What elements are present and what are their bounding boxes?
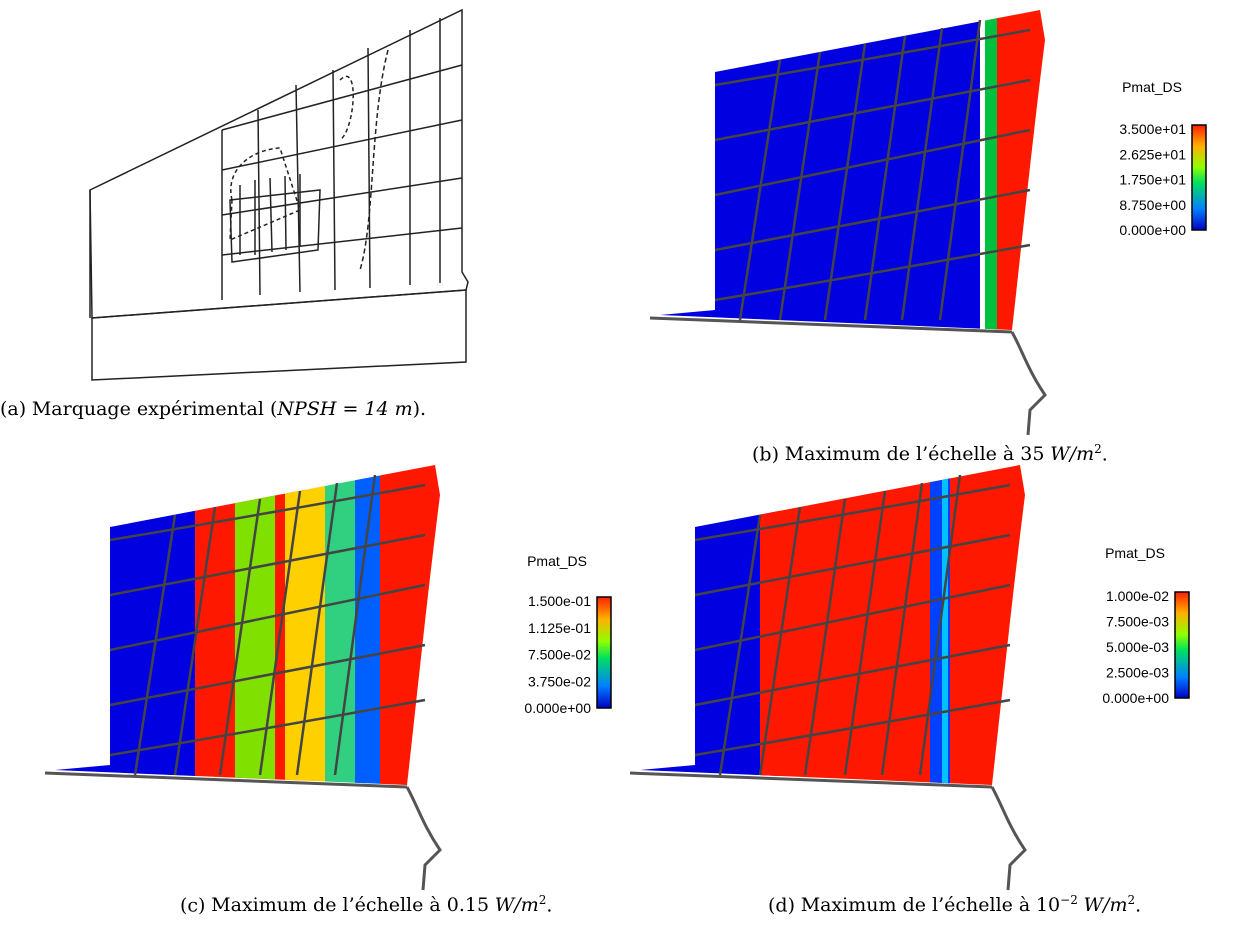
legend-tick-label: 3.750e-02: [528, 673, 591, 689]
grid-line: [758, 506, 802, 776]
grid-line: [718, 514, 762, 776]
blade-grid: [714, 19, 1031, 321]
legend-tick-label: 0.000e+00: [524, 700, 591, 716]
legend-title: Pmat_DS: [1122, 79, 1182, 95]
grid-line: [694, 483, 1011, 542]
grid-line: [714, 128, 1031, 197]
contour-region: [942, 465, 948, 785]
contour-region: [995, 10, 1045, 330]
grid-line: [109, 583, 426, 652]
caption-text: Maximum de l’échelle à: [800, 894, 1031, 917]
grid-line: [938, 19, 982, 321]
colorbar: [596, 596, 612, 709]
caption-label: (c): [180, 894, 206, 917]
grid-line: [714, 243, 1031, 302]
grid-line: [109, 643, 426, 707]
caption-end: .: [546, 894, 553, 917]
grid-line: [714, 78, 1031, 142]
legend-tick-label: 1.500e-01: [528, 593, 591, 609]
grid-line: [694, 533, 1011, 597]
caption-exp: −2: [1060, 893, 1078, 907]
caption-unit-exp: 2: [538, 893, 547, 907]
grid-line: [109, 483, 426, 542]
caption-text: Maximum de l’échelle à 0.15: [211, 894, 490, 917]
legend-tick-label: 7.500e-03: [1106, 614, 1169, 630]
grid-line: [694, 583, 1011, 652]
contour-region: [285, 465, 325, 785]
contour-plot: [44, 465, 442, 891]
grid-line: [218, 498, 262, 776]
caption-unit: W/m: [1083, 894, 1128, 917]
legend-tick-label: 3.500e+01: [1119, 121, 1186, 137]
caption-base: 10: [1035, 894, 1061, 917]
contour-region: [380, 465, 440, 785]
grid-line: [880, 482, 924, 776]
caption-label: (d): [768, 894, 795, 917]
caption: (d) Maximum de l’échelle à 10−2 W/m2.: [768, 893, 1141, 916]
caption-end: .: [1101, 443, 1108, 466]
legend-tick-label: 2.500e-03: [1106, 665, 1169, 681]
grid-line: [803, 498, 847, 776]
legend-tick-label: 1.750e+01: [1119, 172, 1186, 188]
grid-line: [823, 43, 867, 321]
grid-line: [173, 506, 217, 776]
caption-label: (b): [752, 443, 779, 466]
grid-line: [738, 59, 782, 321]
caption-unit: W/m: [494, 894, 539, 917]
colorbar: [1174, 591, 1190, 699]
contour-plot: [629, 465, 1027, 891]
legend-tick-label: 1.000e-02: [1106, 588, 1169, 604]
colorbar: [1191, 124, 1207, 231]
blade-outline: [629, 771, 1027, 891]
legend-tick-label: 0.000e+00: [1119, 222, 1186, 238]
caption-end: .: [1135, 894, 1142, 917]
legend-tick-label: 7.500e-02: [528, 647, 591, 663]
caption-math: NPSH = 14 m: [277, 398, 413, 420]
blade-grid: [109, 474, 426, 776]
grid-line: [918, 474, 962, 776]
caption-text: Marquage expérimental (: [31, 398, 278, 420]
caption: (a) Marquage expérimental (NPSH = 14 m).: [0, 398, 426, 420]
contour-region: [760, 465, 1025, 785]
caption: (c) Maximum de l’échelle à 0.15 W/m2.: [180, 893, 552, 916]
legend-tick-label: 5.000e-03: [1106, 639, 1169, 655]
caption-unit-exp: 2: [1094, 442, 1102, 456]
grid-line: [694, 698, 1011, 757]
grid-line: [714, 188, 1031, 252]
legend-tick-label: 0.000e+00: [1102, 690, 1169, 706]
grid-line: [778, 51, 822, 321]
contour-plot: [649, 10, 1047, 436]
legend-tick-label: 2.625e+01: [1119, 146, 1186, 162]
legend-tick-label: 1.125e-01: [528, 620, 591, 636]
contour-fill: [660, 10, 1045, 330]
contour-region: [985, 10, 997, 330]
experimental-drawing: [89, 8, 469, 381]
blade-outline: [44, 771, 442, 891]
grid-line: [133, 514, 177, 776]
caption-unit-exp: 2: [1127, 893, 1136, 907]
grid-line: [333, 474, 377, 776]
legend-title: Pmat_DS: [1105, 545, 1165, 561]
grid-line: [714, 28, 1031, 87]
grid-line: [295, 482, 339, 776]
caption-unit: W/m: [1050, 443, 1095, 466]
grid-line: [900, 27, 944, 321]
grid-line: [694, 643, 1011, 707]
legend-title: Pmat_DS: [527, 553, 587, 569]
caption-label: (a): [0, 398, 27, 420]
legend-tick-label: 8.750e+00: [1119, 197, 1186, 213]
caption: (b) Maximum de l’échelle à 35 W/m2.: [752, 442, 1108, 465]
caption-text: Maximum de l’échelle à 35: [784, 443, 1045, 466]
blade-grid: [694, 474, 1011, 776]
grid-line: [109, 698, 426, 757]
grid-line: [109, 533, 426, 597]
caption-end: ).: [412, 398, 427, 420]
contour-region: [355, 465, 380, 785]
blade-outline: [649, 316, 1047, 436]
